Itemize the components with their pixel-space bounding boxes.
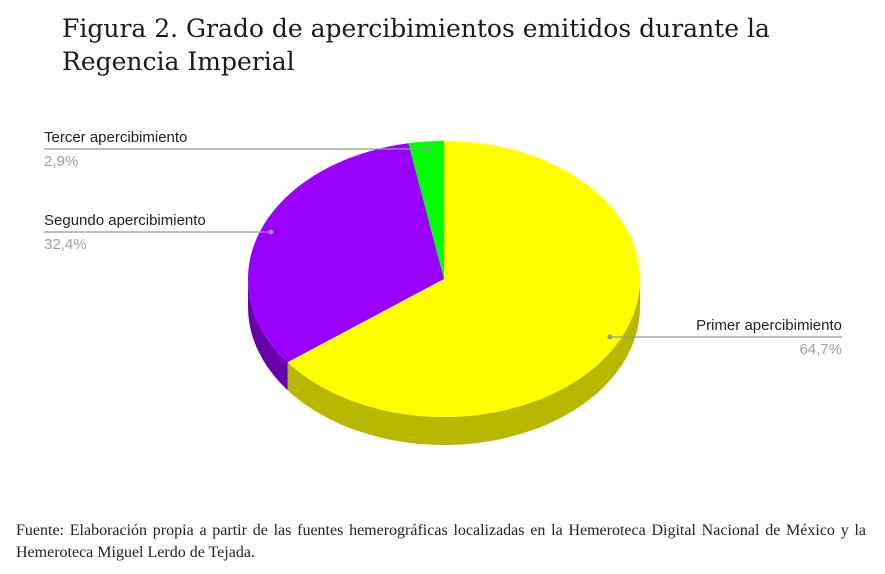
pie-side-0	[287, 279, 640, 445]
pie-slice-0	[287, 141, 641, 418]
slice-pct-primer: 64,7%	[799, 341, 842, 358]
pie-labels: Primer apercibimiento 64,7% Segundo aper…	[44, 129, 842, 358]
slice-label-tercer: Tercer apercibimiento	[44, 129, 187, 146]
leader-dot-2	[425, 146, 431, 152]
leader-dot-0	[607, 334, 613, 340]
source-note: Fuente: Elaboración propia a partir de l…	[16, 522, 866, 561]
slice-label-primer: Primer apercibimiento	[696, 317, 842, 334]
slice-pct-tercer: 2,9%	[44, 153, 78, 170]
chart-title: Figura 2. Grado de apercibimientos emiti…	[62, 14, 770, 76]
slice-pct-segundo: 32,4%	[44, 236, 87, 253]
pie-chart: Primer apercibimiento 64,7% Segundo aper…	[44, 129, 842, 445]
pie-slice-2	[408, 141, 444, 279]
pie-leader-lines	[44, 146, 842, 340]
pie-slices	[247, 141, 641, 418]
pie-slice-1	[247, 143, 444, 363]
leader-dot-1	[268, 229, 274, 235]
pie-3d-sides	[248, 279, 640, 445]
pie-side-1	[248, 279, 288, 391]
slice-label-segundo: Segundo apercibimiento	[44, 212, 206, 229]
